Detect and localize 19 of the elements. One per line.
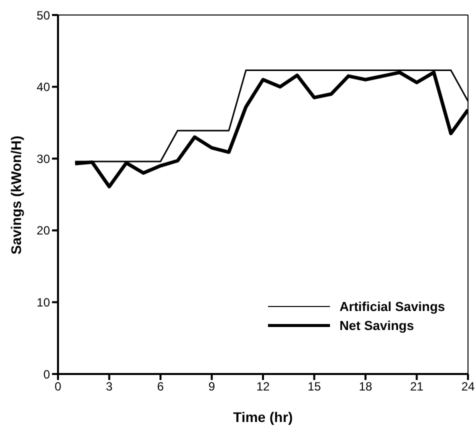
- x-tick-label: 12: [256, 380, 270, 394]
- x-tick-label: 18: [358, 380, 372, 394]
- y-tick-label: 20: [36, 224, 50, 238]
- x-axis-title: Time (hr): [233, 409, 293, 425]
- x-tick-label: 6: [157, 380, 164, 394]
- y-tick-label: 30: [36, 152, 50, 166]
- y-tick-label: 40: [36, 80, 50, 94]
- x-tick-label: 9: [208, 380, 216, 394]
- legend-label: Net Savings: [340, 318, 414, 333]
- x-tick-label: 24: [461, 380, 475, 394]
- y-tick-label: 10: [36, 295, 50, 310]
- x-tick-label: 15: [308, 380, 322, 394]
- y-tick-label: 0: [43, 367, 50, 382]
- x-tick-label: 0: [54, 380, 62, 394]
- x-tick-label: 3: [106, 380, 113, 394]
- y-tick-label: 50: [36, 8, 50, 22]
- x-tick-label: 21: [410, 380, 424, 394]
- legend-label: Artificial Savings: [340, 299, 445, 314]
- y-axis-title: Savings (kWon/H): [8, 136, 24, 254]
